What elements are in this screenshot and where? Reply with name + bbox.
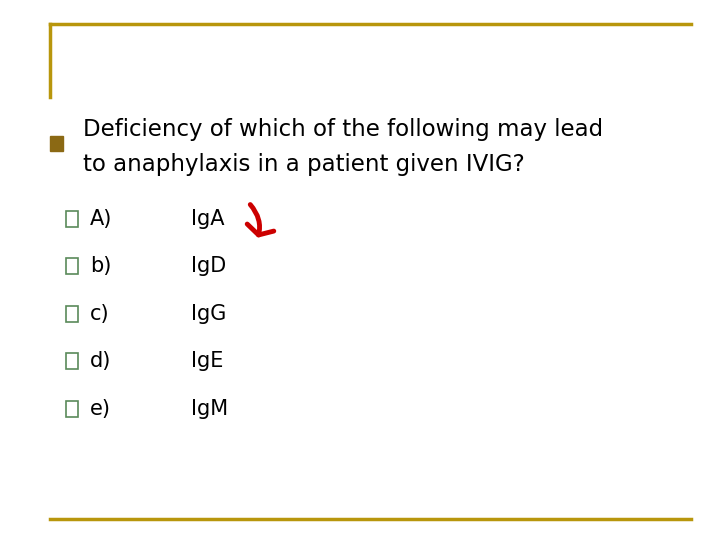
Text: IgD: IgD xyxy=(191,256,226,276)
Bar xyxy=(66,401,78,417)
Text: to anaphylaxis in a patient given IVIG?: to anaphylaxis in a patient given IVIG? xyxy=(83,153,525,176)
Bar xyxy=(66,258,78,274)
Text: c): c) xyxy=(90,303,109,324)
Text: d): d) xyxy=(90,351,112,372)
Text: Deficiency of which of the following may lead: Deficiency of which of the following may… xyxy=(83,118,603,141)
Text: IgA: IgA xyxy=(191,208,225,229)
Bar xyxy=(66,306,78,322)
Bar xyxy=(50,136,63,151)
Text: e): e) xyxy=(90,399,111,419)
Text: IgG: IgG xyxy=(191,303,226,324)
Text: IgM: IgM xyxy=(191,399,228,419)
Text: A): A) xyxy=(90,208,112,229)
Text: b): b) xyxy=(90,256,112,276)
Bar xyxy=(66,353,78,369)
Text: IgE: IgE xyxy=(191,351,223,372)
Bar xyxy=(66,211,78,227)
